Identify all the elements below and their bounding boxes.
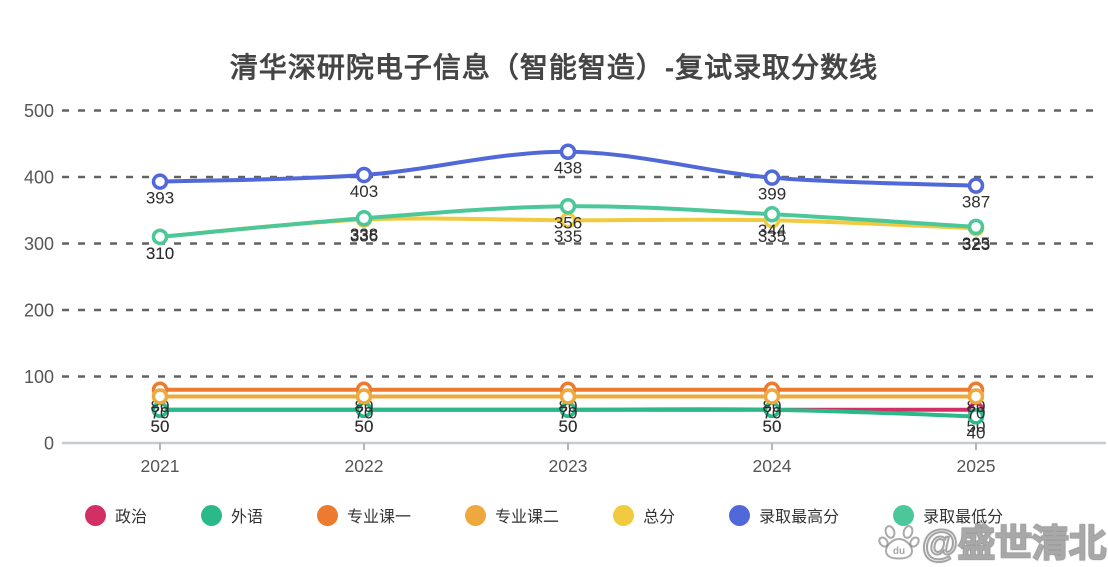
data-point-label: 50 (763, 417, 782, 436)
legend-dot-icon (317, 504, 339, 526)
legend-dot-icon (85, 504, 106, 526)
data-point-label: 356 (554, 213, 582, 232)
series-admission-min-score: 310 338 356 344 325 (146, 198, 990, 263)
data-point-label: 70 (967, 403, 986, 422)
legend-item-major-course-2[interactable]: 专业课二 (465, 503, 559, 527)
legend-item-label: 专业课二 (495, 509, 560, 526)
legend-dot-icon (893, 504, 915, 526)
legend-item-label: 外语 (231, 509, 264, 526)
y-axis: 0 100 200 300 400 500 (24, 101, 1106, 454)
legend-dot-icon (465, 504, 487, 526)
x-axis-tick-label: 2024 (753, 456, 792, 476)
data-point-label: 399 (758, 185, 786, 204)
series-major-course-2: 70 70 70 70 70 (151, 388, 986, 422)
data-point (355, 388, 373, 405)
data-point-label: 50 (355, 417, 374, 436)
chart-legend: 政治 外语 专业课一 专业课二 总分 录取最高分 录取最低分 (85, 503, 1108, 527)
data-point (763, 205, 781, 223)
legend-item-major-course-1[interactable]: 专业课一 (317, 503, 411, 527)
legend-item-admission-min-score[interactable]: 录取最低分 (893, 503, 1003, 527)
data-point-label: 70 (151, 403, 170, 422)
data-point-label: 50 (559, 417, 578, 436)
data-point-label: 310 (146, 244, 174, 263)
data-point (559, 143, 577, 160)
legend-item-label: 录取最高分 (759, 509, 840, 526)
y-axis-tick-label: 0 (44, 434, 54, 454)
data-point (967, 408, 985, 425)
data-point-label: 50 (151, 417, 170, 436)
legend-item-label: 录取最低分 (923, 509, 1004, 526)
y-axis-tick-label: 300 (24, 234, 54, 254)
data-point (355, 209, 373, 227)
x-axis-tick-label: 2023 (549, 456, 588, 476)
data-point (355, 166, 373, 184)
data-point-label: 50 (355, 417, 374, 436)
legend-item-foreign-language[interactable]: 外语 (201, 503, 263, 527)
y-axis-tick-label: 500 (24, 101, 54, 121)
data-point (151, 228, 169, 246)
data-point-label: 50 (559, 417, 578, 436)
data-point-label: 438 (554, 159, 582, 178)
data-point (151, 388, 169, 405)
y-axis-tick-label: 400 (24, 168, 54, 188)
data-point (559, 198, 577, 215)
legend-item-admission-max-score[interactable]: 录取最高分 (729, 503, 839, 527)
data-point-label: 336 (350, 227, 378, 246)
legend-item-label: 专业课一 (347, 509, 412, 526)
data-point-label: 70 (559, 403, 578, 422)
data-point (559, 388, 577, 405)
data-point-label: 50 (151, 417, 170, 436)
legend-item-politics[interactable]: 政治 (85, 503, 147, 527)
legend-dot-icon (201, 504, 223, 526)
x-axis-tick-label: 2022 (345, 456, 384, 476)
legend-item-label: 政治 (115, 509, 148, 526)
data-point-label: 335 (554, 227, 582, 246)
legend-dot-icon (729, 504, 751, 526)
legend-dot-icon (613, 504, 635, 526)
data-point-label: 310 (146, 244, 174, 263)
x-axis-tick-label: 2021 (141, 456, 180, 476)
data-point-label: 323 (962, 235, 990, 254)
data-point (763, 169, 781, 186)
chart-title: 清华深研院电子信息（智能智造）-复试录取分数线 (229, 52, 879, 83)
data-point-label: 70 (763, 403, 782, 422)
data-point (967, 177, 985, 194)
y-axis-tick-label: 100 (24, 367, 54, 387)
series-admission-max-score: 393 403 438 399 387 (146, 143, 990, 212)
data-point-label: 403 (350, 182, 378, 201)
data-point-label: 50 (763, 417, 782, 436)
data-point-label: 344 (758, 221, 786, 240)
data-point-label: 335 (758, 227, 786, 246)
data-point-label: 393 (146, 189, 174, 208)
data-point-label: 70 (355, 403, 374, 422)
data-point-label: 325 (962, 234, 990, 253)
x-axis: 2021 2022 2023 2024 2025 (141, 443, 996, 476)
data-point (151, 173, 169, 190)
y-axis-tick-label: 200 (24, 301, 54, 321)
legend-item-label: 总分 (643, 509, 676, 526)
data-point-label: 40 (967, 423, 986, 442)
series-foreign-language: 50 50 50 50 40 (151, 401, 986, 442)
data-point-label: 387 (962, 193, 990, 212)
data-point (763, 388, 781, 405)
data-point (967, 218, 985, 236)
x-axis-tick-label: 2025 (957, 456, 996, 476)
data-point-label: 338 (350, 225, 378, 244)
legend-item-total-score[interactable]: 总分 (613, 503, 675, 527)
data-point (967, 388, 985, 405)
